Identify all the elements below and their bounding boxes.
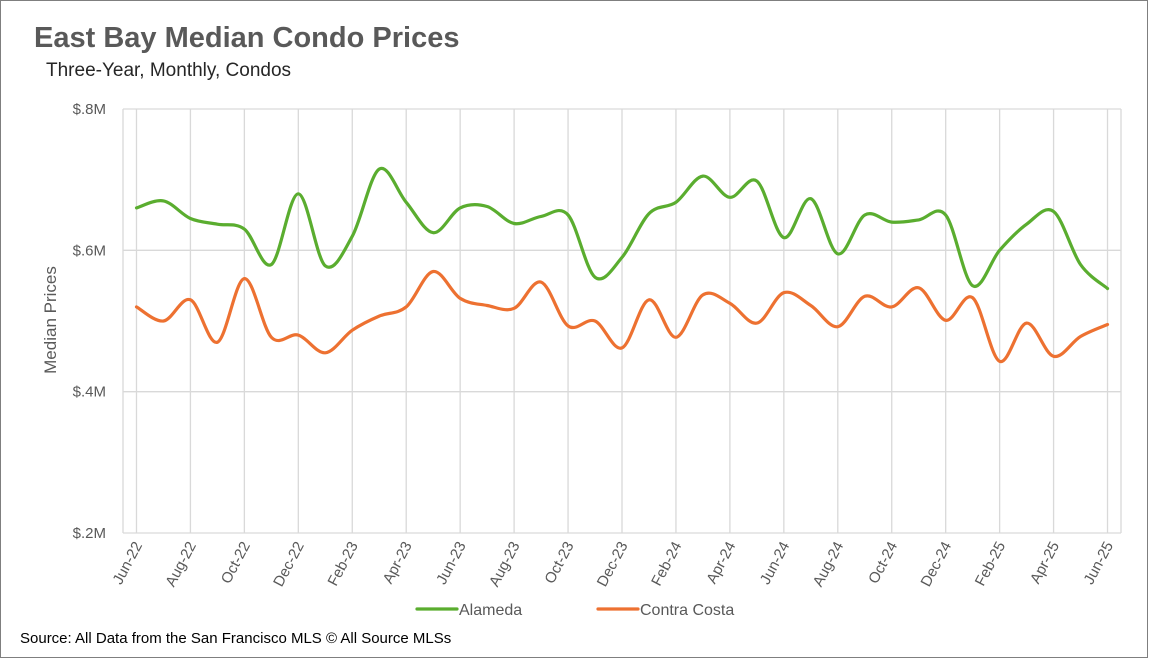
x-tick-label: Jun-25: [1080, 539, 1117, 587]
x-tick-label: Feb-24: [648, 539, 685, 589]
y-tick-label: $.4M: [73, 384, 106, 401]
x-tick-label: Oct-23: [541, 539, 577, 587]
source-note: Source: All Data from the San Francisco …: [20, 630, 452, 647]
grid-lines: [122, 108, 1122, 534]
series-line-alameda: [134, 166, 1110, 291]
x-tick-label: Dec-23: [594, 539, 632, 590]
x-tick-label: Oct-22: [218, 539, 254, 587]
legend: Alameda Contra Costa: [415, 602, 734, 619]
x-axis-ticks: Jun-22 Aug-22 Oct-22 Dec-22 Feb-23 Apr-23 Jun-…: [109, 539, 1117, 590]
x-tick-label: Apr-24: [703, 539, 739, 587]
x-tick-label: Dec-24: [917, 539, 955, 590]
y-axis-ticks: $.2M $.4M $.6M $.8M: [73, 101, 106, 542]
series-lines: [134, 166, 1110, 363]
x-tick-label: Jun-22: [109, 539, 146, 587]
x-tick-label: Dec-22: [270, 539, 308, 590]
x-tick-label: Apr-23: [380, 539, 416, 587]
legend-label-contra-costa: Contra Costa: [640, 602, 734, 619]
legend-label-alameda: Alameda: [459, 602, 522, 619]
y-axis-label: Median Prices: [41, 266, 60, 374]
x-tick-label: Oct-24: [865, 539, 901, 587]
x-tick-label: Feb-25: [972, 539, 1009, 589]
y-tick-label: $.2M: [73, 525, 106, 542]
chart-subtitle: Three-Year, Monthly, Condos: [46, 60, 292, 81]
x-tick-label: Aug-22: [162, 539, 200, 590]
y-tick-label: $.6M: [73, 242, 106, 259]
x-tick-label: Jun-24: [757, 539, 794, 587]
x-tick-label: Aug-24: [810, 539, 848, 590]
x-tick-label: Jun-23: [433, 539, 470, 587]
x-tick-label: Feb-23: [324, 539, 361, 589]
y-tick-label: $.8M: [73, 101, 106, 118]
chart-title: East Bay Median Condo Prices: [34, 22, 460, 54]
x-tick-label: Apr-25: [1027, 539, 1063, 587]
x-tick-label: Aug-23: [486, 539, 524, 590]
series-line-contra-costa: [134, 269, 1110, 363]
